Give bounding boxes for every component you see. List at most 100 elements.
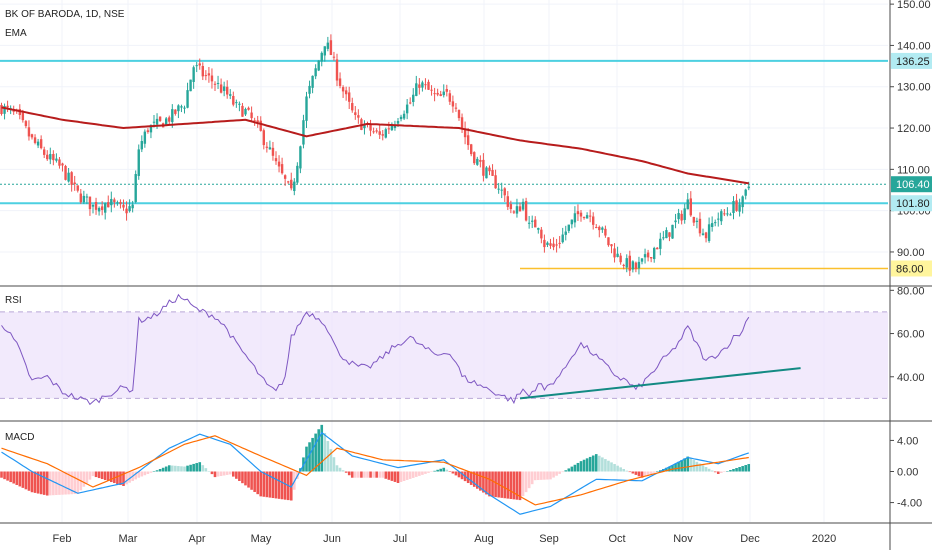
candle-body — [271, 147, 275, 156]
macd-histogram-bar — [744, 465, 747, 472]
macd-histogram-bar — [732, 469, 735, 472]
candle-body — [287, 181, 290, 183]
candle-body — [512, 211, 516, 213]
macd-histogram-bar — [335, 465, 339, 472]
candle-body — [55, 158, 58, 161]
candle-body — [399, 116, 403, 120]
macd-histogram-bar — [67, 471, 70, 495]
macd-histogram-bar — [604, 459, 607, 472]
candle-body — [405, 104, 409, 114]
macd-histogram-bar — [537, 471, 540, 481]
candle-body — [436, 92, 439, 95]
macd-histogram-bar — [460, 471, 464, 480]
macd-histogram-bar — [350, 471, 354, 478]
macd-histogram-bar — [158, 469, 162, 472]
candle-body — [683, 208, 686, 220]
macd-histogram-bar — [716, 471, 720, 474]
macd-histogram-bar — [591, 455, 595, 472]
candle-body — [744, 189, 747, 196]
time-axis-label: May — [251, 533, 272, 545]
candle-body — [707, 224, 711, 241]
macd-histogram-bar — [210, 471, 214, 475]
macd-histogram-bar — [704, 467, 708, 472]
macd-histogram-bar — [216, 471, 220, 477]
candle-body — [314, 68, 317, 77]
macd-histogram-bar — [36, 471, 40, 494]
candle-body — [500, 189, 503, 191]
axis-tick-label: 0.00 — [897, 467, 918, 479]
candle-body — [579, 212, 583, 217]
candle-body — [463, 128, 467, 138]
candle-body — [192, 67, 195, 82]
macd-histogram-bar — [15, 471, 19, 485]
candle-body — [204, 75, 208, 77]
macd-histogram-bar — [161, 467, 165, 472]
indicator-lines — [0, 106, 801, 515]
macd-histogram-bar — [506, 471, 510, 499]
time-axis-label: Nov — [673, 533, 693, 545]
macd-histogram-bar — [555, 471, 558, 476]
level-label-text: 136.25 — [896, 56, 930, 68]
macd-panel-title: MACD — [5, 432, 34, 443]
time-axis-label: Dec — [740, 533, 760, 545]
macd-histogram-bar — [393, 471, 397, 482]
candle-body — [149, 124, 153, 133]
candle-body — [128, 206, 131, 212]
macd-histogram-bar — [97, 471, 101, 479]
rsi-band — [0, 311, 888, 399]
macd-histogram-bar — [61, 471, 64, 495]
candle-body — [735, 200, 738, 211]
macd-histogram-bar — [271, 471, 275, 499]
macd-histogram-bar — [369, 471, 372, 478]
candle-body — [631, 261, 635, 270]
candle-body — [689, 198, 692, 216]
macd-histogram-bar — [12, 471, 15, 484]
macd-histogram-bar — [204, 468, 208, 472]
level-label-box — [891, 195, 932, 212]
candle-body — [52, 153, 55, 161]
level-label-text: 101.80 — [896, 198, 930, 210]
macd-histogram-bar — [533, 471, 537, 481]
macd-histogram-bar — [314, 433, 317, 472]
candle-body — [729, 214, 732, 216]
macd-histogram-bar — [308, 442, 311, 472]
candle-body — [137, 149, 140, 176]
macd-histogram-bar — [149, 471, 153, 473]
macd-histogram-bar — [192, 463, 195, 472]
macd-histogram-bar — [128, 471, 131, 483]
candle-body — [433, 93, 436, 95]
candle-body — [302, 120, 305, 145]
candle-body — [418, 84, 421, 88]
macd-histogram-bar — [140, 471, 144, 477]
candle-body — [122, 204, 125, 208]
macd-histogram-bar — [52, 471, 55, 496]
candle-body — [262, 130, 265, 146]
macd-histogram-bar — [9, 471, 12, 483]
candle-body — [268, 147, 272, 150]
macd-histogram-bar — [0, 471, 3, 478]
macd-histogram-bar — [515, 471, 519, 500]
macd-histogram-bar — [49, 471, 52, 496]
macd-histogram-bar — [207, 471, 211, 472]
candle-body — [457, 109, 461, 119]
candle-body — [409, 102, 412, 104]
price-axis: 150.00140.00130.00120.00110.00100.0090.0… — [890, 0, 931, 510]
macd-histogram-bar — [686, 456, 690, 472]
candle-body — [58, 159, 61, 166]
ema-line — [1, 106, 749, 185]
macd-histogram-bar — [27, 471, 31, 491]
candle-body — [241, 105, 244, 117]
macd-histogram-bar — [387, 471, 391, 480]
candle-body — [695, 220, 699, 222]
macd-histogram-bar — [228, 471, 232, 475]
candle-body — [466, 135, 470, 146]
macd-histogram-bar — [85, 471, 89, 484]
macd-histogram-bar — [512, 471, 516, 500]
macd-histogram-bar — [680, 460, 683, 472]
macd-histogram-bar — [360, 471, 363, 478]
macd-histogram-bar — [720, 471, 723, 473]
macd-histogram-bar — [598, 455, 601, 472]
candle-body — [610, 244, 613, 247]
macd-histogram-bar — [116, 471, 119, 485]
